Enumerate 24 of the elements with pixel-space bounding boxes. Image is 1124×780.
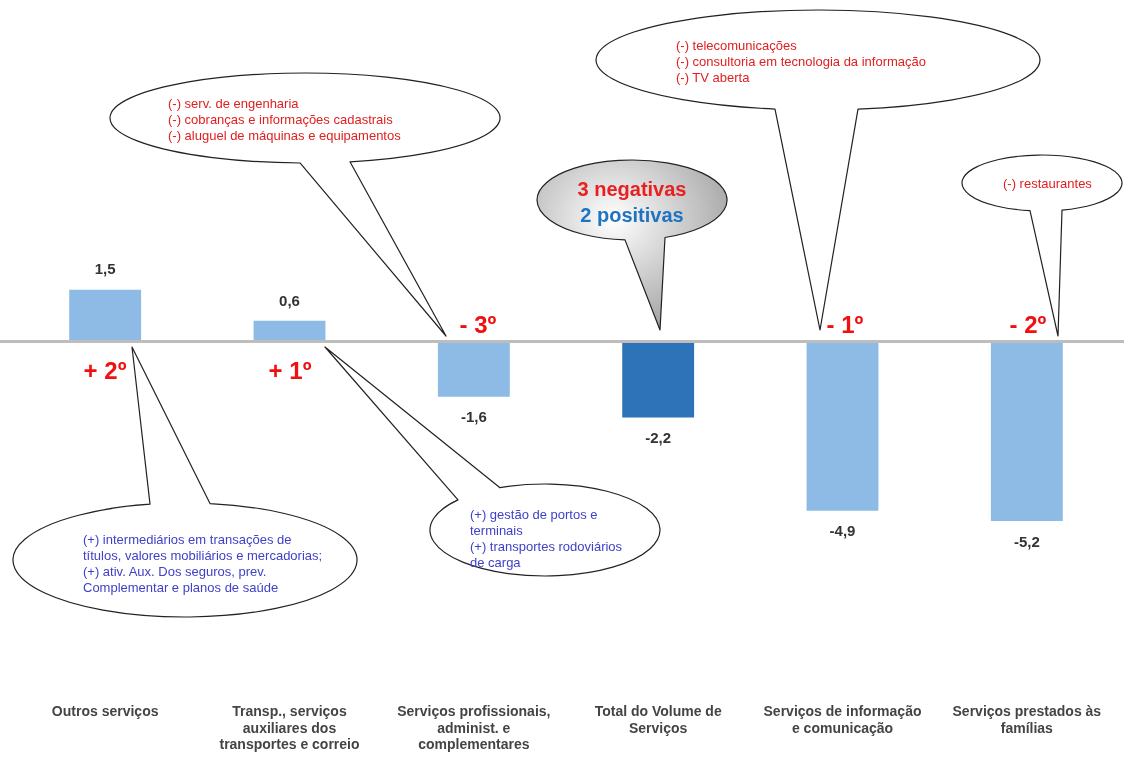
x-tick-label: Outros serviços	[51, 702, 159, 719]
x-tick-label: Serviços profissionais, administ. e complementares	[397, 702, 551, 753]
x-tick-label: Serviços de informação e comunicação	[763, 702, 922, 736]
data-label: -5,2	[1013, 532, 1040, 550]
text: 3 negativas	[577, 178, 687, 201]
data-label: -2,2	[645, 429, 672, 447]
text: (+) intermediários em transações de títulos, valores mobiliários e mercadorias; (+) ativ. Aux. Dos seguros, prev. Complementar e planos de saúde	[83, 532, 323, 595]
data-label: 1,5	[94, 260, 116, 278]
annotation: - 3º	[459, 310, 497, 338]
data-label: 0,6	[279, 291, 300, 309]
text: (-) serv. de engenharia (-) cobranças e informações cadastrais (-) aluguel de máquinas e equipamentos	[168, 96, 402, 143]
data-label: -1,6	[460, 408, 487, 426]
text: (-) restaurantes	[1003, 176, 1093, 191]
x-tick-label: Serviços prestados às famílias	[952, 702, 1102, 736]
annotation: (+) gestão de portos e terminais (+) transportes rodoviários de carga	[470, 507, 623, 570]
text: (-) telecomunicações (-) consultoria em tecnologia da informação (-) TV aberta	[676, 38, 927, 85]
text: 2 positivas	[580, 204, 684, 227]
annotation: - 2º	[1009, 310, 1047, 338]
annotation: - 1º	[826, 310, 864, 338]
x-tick-label: Transp., serviços auxiliares dos transportes e correio	[219, 702, 360, 753]
annotation: + 2º	[83, 356, 127, 384]
annotation: + 1º	[268, 356, 312, 384]
data-label: -4,9	[829, 522, 856, 540]
x-tick-label: Total do Volume de Serviços	[594, 702, 722, 736]
